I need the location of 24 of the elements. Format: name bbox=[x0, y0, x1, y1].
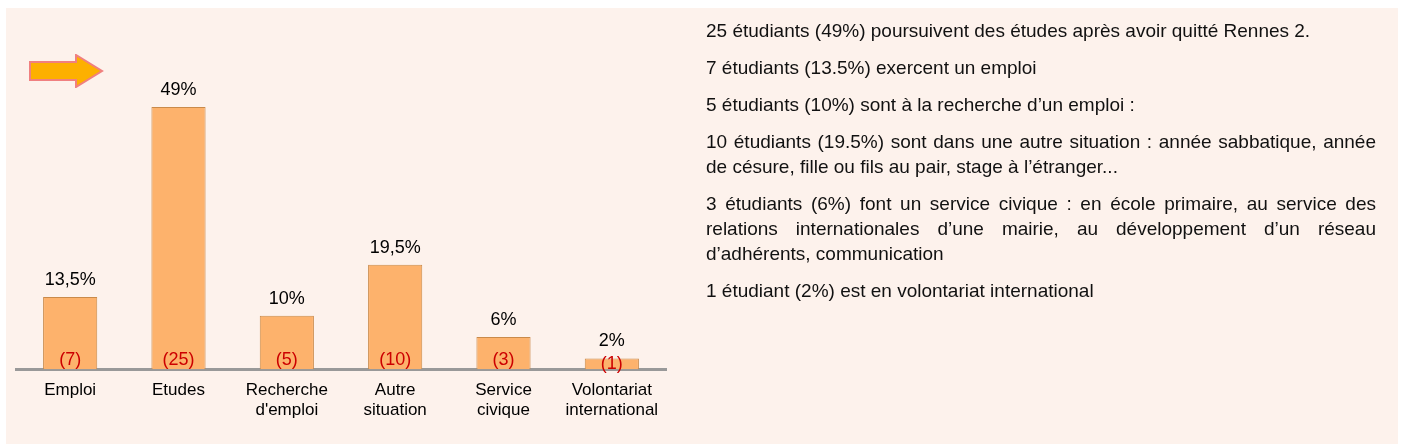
annotation: (1) bbox=[600, 352, 623, 373]
data-label: 10% bbox=[268, 287, 305, 308]
x-tick-label: Volontariat international bbox=[565, 380, 659, 420]
text: 3 étudiants (6%) font un service civique : en école primaire, au service des relations internationales d’une mairie, au développement d’un réseau d’adhérents, communication bbox=[706, 192, 1376, 266]
x-tick-label: Emploi bbox=[44, 380, 97, 400]
annotation: (10) bbox=[379, 349, 412, 370]
x-tick-label: Service civique bbox=[475, 380, 532, 420]
text: 10 étudiants (19.5%) sont dans une autre situation : année sabbatique, année de césure, fille ou fils au pair, stage à l’étranger... bbox=[706, 130, 1376, 179]
text: 1 étudiant (2%) est en volontariat international bbox=[706, 279, 1095, 303]
data-label: 2% bbox=[598, 330, 625, 351]
data-label: 49% bbox=[160, 78, 197, 99]
text: 5 étudiants (10%) sont à la recherche d’un emploi : bbox=[706, 93, 1136, 117]
x-tick-label: Autre situation bbox=[363, 380, 427, 420]
text: 25 étudiants (49%) poursuivent des études après avoir quitté Rennes 2. bbox=[706, 19, 1312, 43]
data-label: 6% bbox=[490, 309, 517, 330]
x-tick-label: Recherche d'emploi bbox=[245, 380, 328, 420]
text: 7 étudiants (13.5%) exercent un emploi bbox=[706, 56, 1038, 80]
annotation: (5) bbox=[275, 349, 298, 370]
annotation: (3) bbox=[492, 349, 515, 370]
annotation: (7) bbox=[59, 349, 82, 370]
annotation: (25) bbox=[162, 349, 195, 370]
data-label: 13,5% bbox=[44, 268, 96, 289]
x-tick-label: Etudes bbox=[152, 380, 205, 400]
data-label: 19,5% bbox=[369, 236, 421, 257]
